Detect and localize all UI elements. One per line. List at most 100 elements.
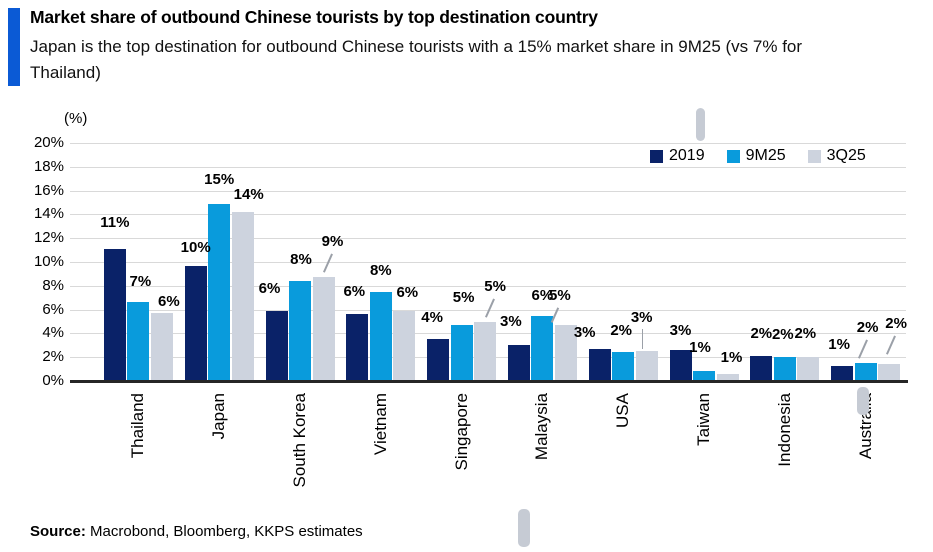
y-tick-label: 12%	[33, 229, 64, 247]
bar-Thailand-3Q25	[150, 313, 173, 381]
bar-value-label: 2%	[771, 326, 794, 344]
bar-value-label: 1%	[720, 348, 743, 366]
bar-Malaysia-9M25	[531, 315, 554, 381]
gridline	[70, 143, 906, 144]
chart-subtitle: Japan is the top destination for outboun…	[30, 37, 803, 82]
legend-label: 3Q25	[826, 147, 866, 164]
y-tick-label: 18%	[33, 157, 64, 175]
bar-Singapore-9M25	[450, 325, 473, 381]
bar-value-label: 3%	[573, 323, 596, 341]
bar-value-label: 5%	[452, 289, 475, 307]
source-line: Source: Macrobond, Bloomberg, KKPS estim…	[30, 523, 363, 540]
y-tick-label: 6%	[42, 300, 64, 318]
bar-Singapore-3Q25	[474, 321, 497, 381]
bar-chart: (%) 0% 2% 4% 6% 8% 10% 12% 14% 16% 18% 20% 11% 10% 6% 6…	[0, 105, 933, 520]
bar-value-label: 2%	[750, 325, 773, 342]
bar-value-label: 4%	[421, 309, 443, 327]
gridline	[70, 262, 906, 263]
bar-Malaysia-2019	[507, 345, 530, 381]
screen-artifact	[518, 509, 530, 547]
bar-value-label: 9%	[321, 233, 344, 251]
bar-Australia-2019	[831, 365, 854, 381]
bar-value-label: 5%	[549, 287, 571, 305]
gridline	[70, 190, 906, 192]
bar-Australia-9M25	[854, 363, 877, 381]
bar-value-label: 3%	[500, 313, 522, 331]
legend-swatch	[807, 149, 821, 163]
bar-Vietnam-2019	[346, 314, 369, 381]
bar-value-label: 1%	[828, 335, 850, 353]
bar-Australia-3Q25	[878, 364, 901, 381]
y-tick-label: 4%	[42, 324, 64, 342]
category-label-USA: USA	[613, 393, 633, 428]
category-label-Taiwan: Taiwan	[694, 393, 713, 446]
bar-value-label: 2%	[885, 315, 907, 333]
bar-value-label: 2%	[856, 319, 879, 337]
bar-value-label: 11%	[100, 213, 130, 231]
gridline	[70, 166, 906, 168]
bar-South Korea-9M25	[289, 281, 311, 381]
title-accent-bar	[8, 8, 20, 86]
bar-value-label: 6%	[258, 279, 281, 297]
bar-Japan-3Q25	[231, 212, 254, 381]
bar-Taiwan-3Q25	[716, 373, 739, 381]
bar-value-label: 8%	[290, 251, 312, 269]
bar-Thailand-9M25	[127, 302, 150, 381]
y-tick-label: 16%	[33, 181, 64, 199]
y-tick-label: 14%	[33, 205, 64, 223]
gridline	[70, 214, 906, 216]
bar-Indonesia-3Q25	[797, 357, 820, 381]
y-axis-unit-label: (%)	[64, 110, 88, 127]
x-axis-line	[70, 380, 908, 383]
bar-Malaysia-3Q25	[554, 325, 577, 381]
category-label-Japan: Japan	[209, 393, 229, 440]
y-tick-label: 20%	[33, 134, 64, 151]
category-label-Thailand: Thailand	[128, 393, 148, 459]
category-label-Indonesia: Indonesia	[774, 393, 794, 467]
chart-title: Market share of outbound Chinese tourist…	[30, 7, 598, 27]
bar-value-label: 3%	[669, 322, 692, 340]
bar-value-label: 7%	[129, 273, 152, 291]
bar-value-label: 14%	[233, 186, 264, 204]
bar-value-label: 10%	[180, 238, 211, 256]
bar-value-label: 8%	[369, 261, 392, 279]
bar-Japan-9M25	[208, 203, 231, 381]
y-tick-label: 0%	[42, 372, 64, 389]
screen-artifact	[696, 108, 705, 141]
bar-Vietnam-9M25	[369, 291, 392, 381]
bar-value-label: 6%	[158, 293, 180, 311]
legend-label: 2019	[669, 147, 705, 164]
bar-value-label: 3%	[630, 309, 653, 327]
legend-item-3Q25: 3Q25	[807, 147, 866, 165]
bar-Japan-2019	[184, 265, 207, 381]
bar-Indonesia-2019	[750, 356, 773, 381]
legend: 2019 9M25 3Q25	[650, 147, 866, 165]
legend-swatch	[726, 149, 740, 163]
y-tick-label: 10%	[33, 253, 64, 270]
legend-label: 9M25	[745, 147, 786, 164]
category-label-Vietnam: Vietnam	[370, 393, 390, 456]
bar-Thailand-2019	[103, 248, 126, 381]
bar-value-label: 6%	[531, 286, 554, 304]
bar-South Korea-2019	[265, 310, 288, 381]
bar-Singapore-2019	[427, 339, 450, 381]
category-label-Malaysia: Malaysia	[532, 393, 552, 461]
bar-USA-3Q25	[635, 351, 658, 381]
bar-Taiwan-9M25	[693, 371, 715, 381]
bar-Indonesia-9M25	[773, 357, 796, 381]
y-tick-label: 2%	[42, 348, 64, 366]
source-label: Source:	[30, 523, 86, 540]
bar-value-label: 15%	[204, 170, 235, 188]
gridline	[70, 238, 906, 240]
bar-South Korea-3Q25	[312, 277, 335, 381]
bar-value-label: 6%	[396, 283, 419, 301]
label-leader-line	[886, 335, 896, 355]
bar-USA-9M25	[612, 352, 635, 381]
bar-value-label: 5%	[484, 277, 506, 295]
label-leader-line	[641, 329, 644, 350]
gridline	[70, 285, 906, 287]
source-text: Macrobond, Bloomberg, KKPS estimates	[85, 523, 363, 540]
bar-value-label: 2%	[794, 325, 817, 343]
y-tick-label: 8%	[42, 276, 64, 294]
